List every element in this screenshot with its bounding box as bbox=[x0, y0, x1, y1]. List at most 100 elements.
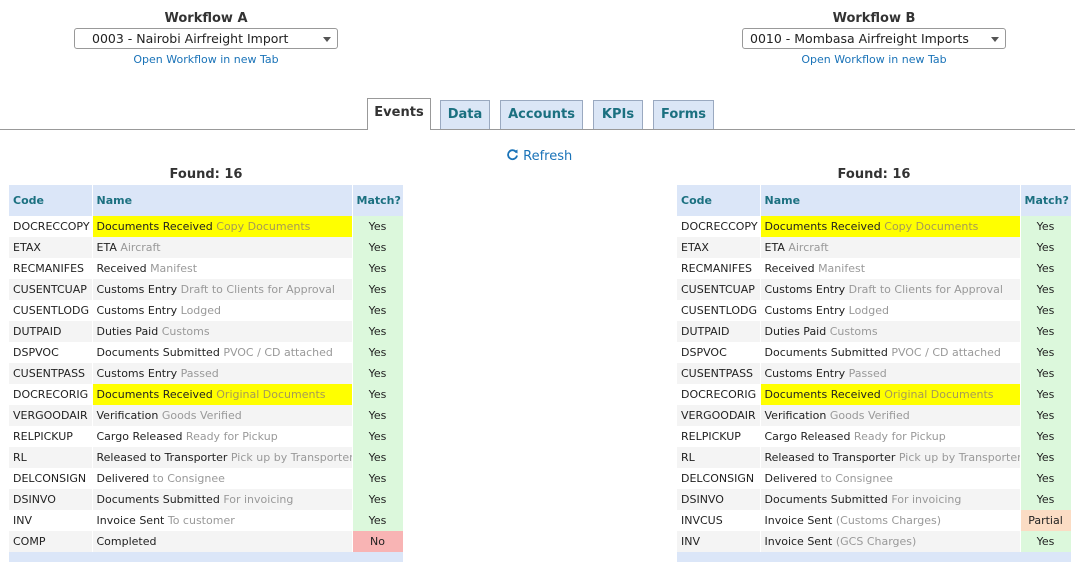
event-row: DSPVOC Documents Submitted PVOC / CD atta… bbox=[677, 342, 1072, 363]
table-footer bbox=[677, 552, 1072, 562]
column-header[interactable]: Name bbox=[760, 185, 1021, 216]
event-row: RECMANIFES Received Manifest Yes bbox=[677, 258, 1072, 279]
event-row: DUTPAID Duties Paid Customs Yes bbox=[677, 321, 1072, 342]
event-row: DOCRECCOPY Documents Received Copy Docume… bbox=[677, 216, 1072, 237]
open-link[interactable]: Open Workflow in new Tab bbox=[801, 53, 947, 66]
event-row: ETAX ETA Aircraft Yes bbox=[677, 237, 1072, 258]
event-row: DOCRECCOPY Documents Received Copy Docume… bbox=[9, 216, 404, 237]
event-name: Completed bbox=[92, 531, 353, 552]
event-row: ETAX ETA Aircraft Yes bbox=[9, 237, 404, 258]
name-main: Duties Paid bbox=[96, 325, 159, 338]
workflow-select[interactable]: 0010 - Mombasa Airfreight Imports bbox=[742, 28, 1006, 49]
event-row: VERGOODAIR Verification Goods Verified Yes bbox=[677, 405, 1072, 426]
found-count: Found: 16 bbox=[169, 167, 243, 182]
name-main: Customs Entry bbox=[764, 367, 846, 380]
event-code: CUSENTPASS bbox=[677, 363, 761, 384]
match-status: Yes bbox=[1020, 405, 1072, 426]
name-main: ETA bbox=[764, 241, 785, 254]
match-status: Yes bbox=[1020, 237, 1072, 258]
select-value: 0003 - Nairobi Airfreight Import bbox=[92, 31, 289, 46]
event-row: RL Released to Transporter Pick up by Tra… bbox=[9, 447, 404, 468]
name-main: Released to Transporter bbox=[96, 451, 228, 464]
event-row: DSINVO Documents Submitted For invoicing Y… bbox=[677, 489, 1072, 510]
tab[interactable]: Accounts bbox=[500, 100, 583, 129]
event-code: RECMANIFES bbox=[9, 258, 93, 279]
event-code: VERGOODAIR bbox=[677, 405, 761, 426]
event-name: Released to Transporter Pick up by Trans… bbox=[92, 447, 353, 468]
name-detail: PVOC / CD attached bbox=[891, 346, 1001, 359]
match-status: Yes bbox=[352, 342, 404, 363]
match-status: Yes bbox=[352, 489, 404, 510]
event-code: DUTPAID bbox=[9, 321, 93, 342]
name-detail: Aircraft bbox=[120, 241, 161, 254]
match-status: Yes bbox=[352, 237, 404, 258]
name-main: Duties Paid bbox=[764, 325, 827, 338]
match-status: Yes bbox=[352, 510, 404, 531]
event-row: RL Released to Transporter Pick up by Tra… bbox=[677, 447, 1072, 468]
event-name: Cargo Released Ready for Pickup bbox=[760, 426, 1021, 447]
name-detail: Original Documents bbox=[884, 388, 994, 401]
column-header[interactable]: Name bbox=[92, 185, 353, 216]
name-main: Customs Entry bbox=[96, 283, 178, 296]
workflow-title: Workflow B bbox=[832, 11, 916, 26]
event-name: Customs Entry Passed bbox=[92, 363, 353, 384]
event-name: Invoice Sent (Customs Charges) bbox=[760, 510, 1021, 531]
name-main: Delivered bbox=[96, 472, 150, 485]
match-status: Yes bbox=[352, 405, 404, 426]
name-main: Documents Received bbox=[96, 220, 213, 233]
event-name: Customs Entry Lodged bbox=[760, 300, 1021, 321]
workflow-select[interactable]: 0003 - Nairobi Airfreight Import bbox=[74, 28, 338, 49]
name-detail: to Consignee bbox=[820, 472, 893, 485]
refresh-icon bbox=[507, 149, 518, 161]
event-name: Documents Received Copy Documents bbox=[92, 216, 353, 237]
match-status: Yes bbox=[352, 216, 404, 237]
tab[interactable]: Forms bbox=[653, 100, 714, 129]
column-header[interactable]: Code bbox=[9, 185, 93, 216]
column-header[interactable]: Match? bbox=[1020, 185, 1072, 216]
match-status: Yes bbox=[1020, 279, 1072, 300]
event-code: DUTPAID bbox=[677, 321, 761, 342]
event-code: RELPICKUP bbox=[9, 426, 93, 447]
name-detail: Original Documents bbox=[216, 388, 326, 401]
workflow-title: Workflow A bbox=[164, 11, 248, 26]
event-name: Documents Received Original Documents bbox=[760, 384, 1021, 405]
refresh-button[interactable]: Refresh bbox=[506, 148, 572, 164]
event-code: CUSENTLODG bbox=[9, 300, 93, 321]
event-code: DELCONSIGN bbox=[9, 468, 93, 489]
tab[interactable]: Events bbox=[367, 98, 431, 130]
event-code: ETAX bbox=[9, 237, 93, 258]
match-status: Yes bbox=[352, 447, 404, 468]
open-link[interactable]: Open Workflow in new Tab bbox=[133, 53, 279, 66]
match-status: Yes bbox=[352, 279, 404, 300]
name-main: Documents Received bbox=[96, 388, 213, 401]
event-name: Documents Received Copy Documents bbox=[760, 216, 1021, 237]
name-detail: Draft to Clients for Approval bbox=[180, 283, 335, 296]
tab[interactable]: Data bbox=[440, 100, 490, 129]
event-row: VERGOODAIR Verification Goods Verified Yes bbox=[9, 405, 404, 426]
event-row: COMP Completed No bbox=[9, 531, 404, 552]
event-code: DELCONSIGN bbox=[677, 468, 761, 489]
event-name: Duties Paid Customs bbox=[92, 321, 353, 342]
column-header[interactable]: Code bbox=[677, 185, 761, 216]
event-row: INV Invoice Sent To customer Yes bbox=[9, 510, 404, 531]
name-detail: Ready for Pickup bbox=[853, 430, 946, 443]
event-name: Invoice Sent (GCS Charges) bbox=[760, 531, 1021, 552]
events-table: Code Name Match? DOCRECCOPY Documents Receiv… bbox=[677, 185, 1072, 562]
match-status: Yes bbox=[1020, 447, 1072, 468]
event-code: DSPVOC bbox=[9, 342, 93, 363]
event-code: DOCRECORIG bbox=[677, 384, 761, 405]
event-row: RELPICKUP Cargo Released Ready for Pickup… bbox=[677, 426, 1072, 447]
column-header[interactable]: Match? bbox=[352, 185, 404, 216]
event-code: DSINVO bbox=[677, 489, 761, 510]
name-main: Cargo Released bbox=[764, 430, 851, 443]
name-main: Received bbox=[764, 262, 815, 275]
tab[interactable]: KPIs bbox=[593, 100, 643, 129]
name-detail: (Customs Charges) bbox=[835, 514, 942, 527]
match-status: Yes bbox=[352, 363, 404, 384]
event-row: DSPVOC Documents Submitted PVOC / CD atta… bbox=[9, 342, 404, 363]
name-main: Invoice Sent bbox=[764, 535, 833, 548]
name-detail: Goods Verified bbox=[161, 409, 242, 422]
table-footer bbox=[9, 552, 404, 562]
name-main: Documents Submitted bbox=[96, 493, 220, 506]
match-status: Yes bbox=[1020, 216, 1072, 237]
